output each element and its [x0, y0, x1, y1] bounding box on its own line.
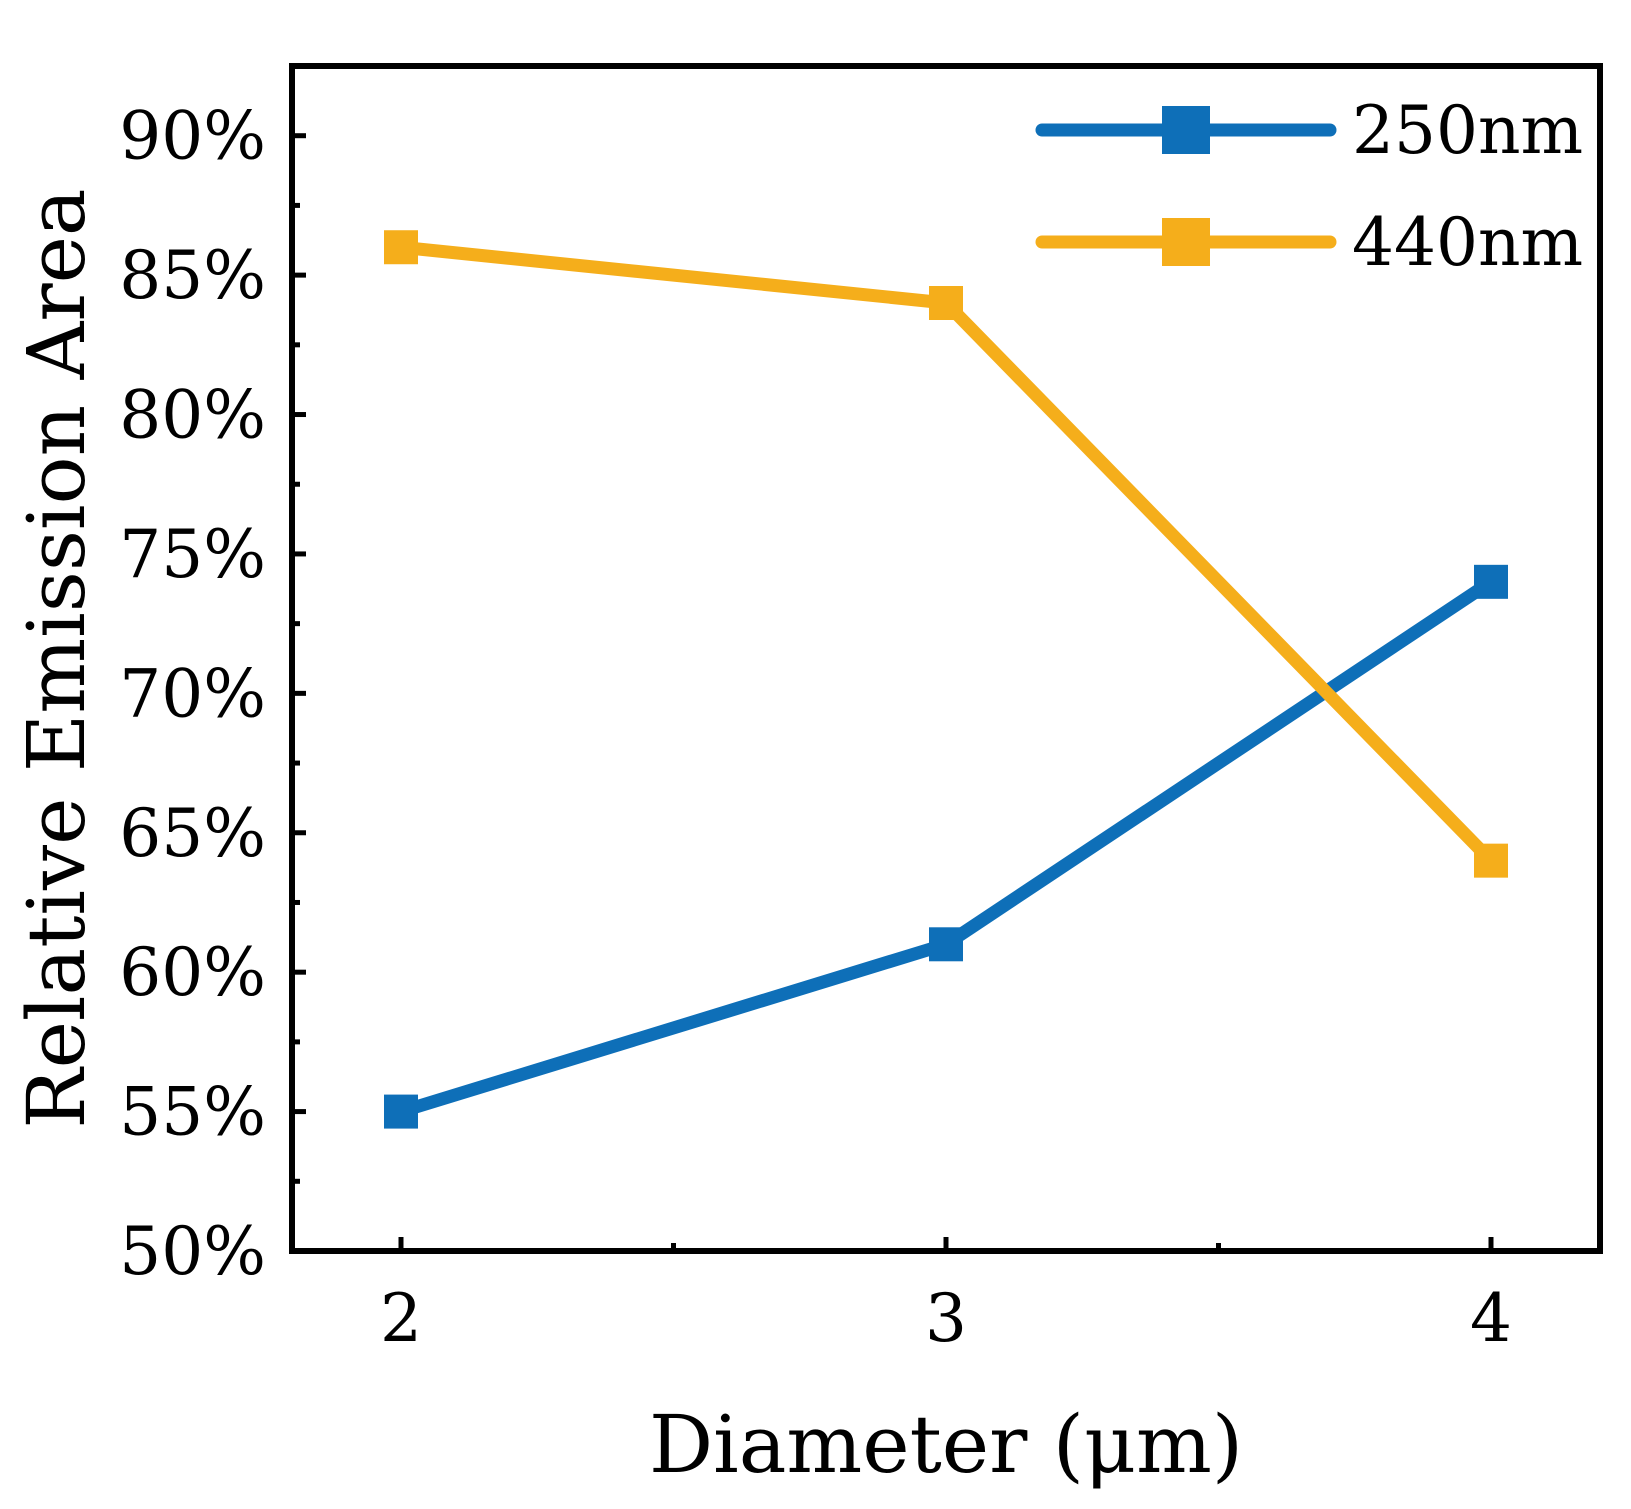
x-axis-title: Diameter (μm) [649, 1398, 1243, 1491]
x-tick-label: 4 [1470, 1280, 1512, 1357]
data-point-250nm [384, 1094, 418, 1129]
series-line-250nm [394, 575, 1498, 1119]
plot-series [384, 230, 1508, 1129]
data-point-250nm [929, 927, 963, 962]
legend-label-250nm: 250nm [1352, 92, 1583, 169]
y-tick-label: 90% [119, 98, 266, 175]
data-point-440nm [384, 230, 418, 265]
y-tick-label: 80% [119, 377, 266, 454]
y-tick-label: 65% [119, 795, 266, 872]
x-axis: 2 3 4 [380, 1237, 1512, 1357]
y-tick-label: 60% [119, 934, 266, 1011]
y-axis-title: Relative Emission Area [10, 188, 103, 1128]
y-tick-label: 75% [119, 516, 266, 593]
y-tick-label: 70% [119, 655, 266, 732]
legend: 250nm 440nm [1035, 92, 1583, 281]
y-axis: 50% 55% 60% 65% 70% 75% 80% 85% 90% [119, 98, 306, 1290]
data-point-250nm [1474, 564, 1508, 599]
data-point-440nm [929, 286, 963, 320]
x-tick-label: 2 [380, 1280, 422, 1357]
y-tick-label: 85% [119, 237, 266, 314]
plot-frame [289, 63, 1603, 1254]
legend-marker-250nm [1162, 106, 1210, 154]
data-point-440nm [1474, 843, 1508, 878]
series-line-440nm [394, 240, 1498, 868]
legend-label-440nm: 440nm [1352, 204, 1583, 281]
y-tick-label: 50% [119, 1213, 266, 1290]
legend-marker-440nm [1162, 218, 1210, 266]
x-tick-label: 3 [925, 1280, 967, 1357]
y-tick-label: 55% [119, 1074, 266, 1151]
